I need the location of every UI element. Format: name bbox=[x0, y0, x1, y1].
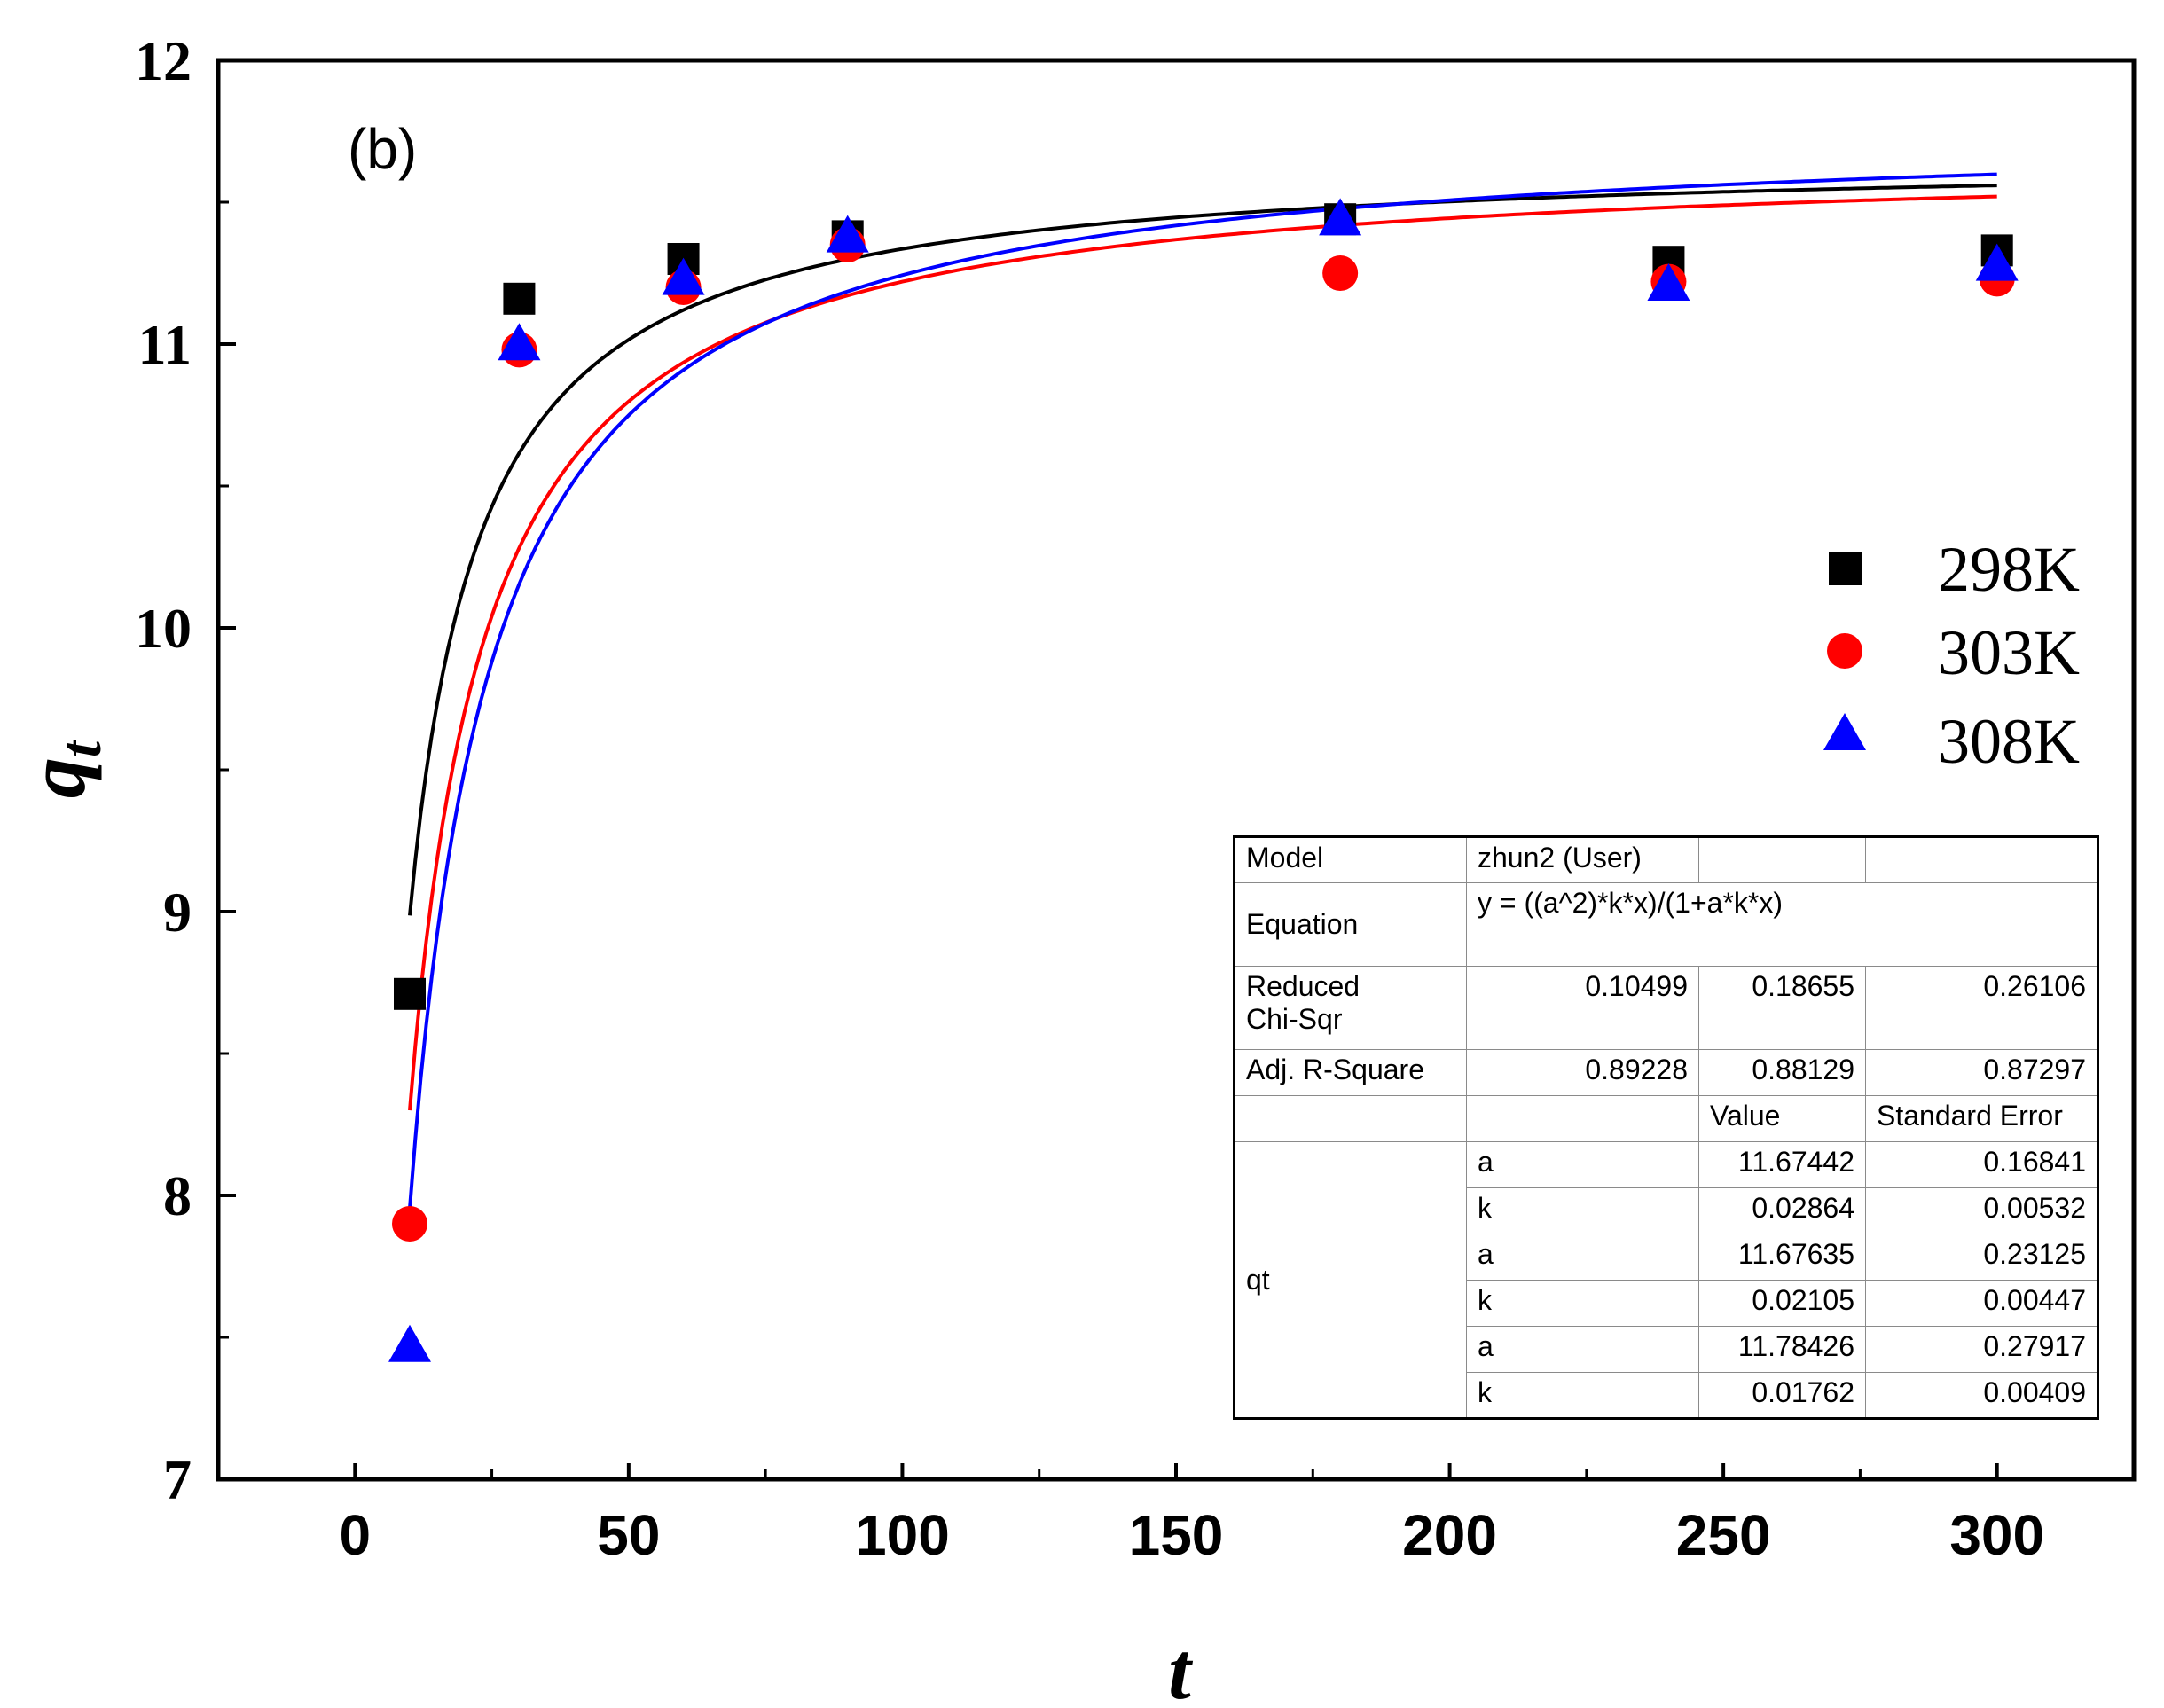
data-point-308K bbox=[1647, 263, 1690, 301]
value-header: Value bbox=[1698, 1095, 1866, 1142]
data-point-298K bbox=[394, 977, 426, 1010]
svg-text:qt: qt bbox=[12, 740, 114, 798]
param-error: 0.00447 bbox=[1865, 1280, 2098, 1327]
y-tick-label: 12 bbox=[135, 29, 192, 92]
chisq-label: Reduced Chi-Sqr bbox=[1234, 966, 1467, 1050]
param-value: 11.67442 bbox=[1698, 1141, 1866, 1188]
chisq-label-line1: Reduced bbox=[1246, 970, 1360, 1002]
data-point-298K bbox=[503, 282, 536, 315]
param-value: 0.01762 bbox=[1698, 1372, 1866, 1419]
data-point-308K bbox=[662, 257, 705, 295]
model-label: Model bbox=[1234, 836, 1467, 883]
y-tick-label: 8 bbox=[163, 1164, 192, 1227]
axis-ticks: 0 50 100 150 200 250 300 7 8 9 10 11 12 bbox=[135, 29, 2044, 1567]
chisq-label-line2: Chi-Sqr bbox=[1246, 1003, 1343, 1035]
legend-label-303K: 303K bbox=[1938, 617, 2080, 688]
y-axis-label-sub: t bbox=[49, 740, 114, 757]
chisq-value: 0.18655 bbox=[1698, 966, 1866, 1050]
y-axis-label: qt bbox=[12, 740, 114, 798]
param-value: 0.02105 bbox=[1698, 1280, 1866, 1327]
fit-results-table: Model zhun2 (User) Equation y = ((a^2)*k… bbox=[1233, 835, 2099, 1420]
param-error: 0.16841 bbox=[1865, 1141, 2098, 1188]
data-point-308K bbox=[498, 323, 541, 361]
fit-curves bbox=[408, 172, 1997, 1209]
param-error: 0.00409 bbox=[1865, 1372, 2098, 1419]
param-value: 0.02864 bbox=[1698, 1187, 1866, 1234]
x-axis-label: t bbox=[1168, 1626, 1193, 1708]
param-name: k bbox=[1466, 1280, 1699, 1327]
legend-label-308K: 308K bbox=[1938, 706, 2080, 777]
data-point-308K bbox=[826, 215, 869, 253]
y-tick-label: 9 bbox=[163, 881, 192, 944]
param-group-label: qt bbox=[1234, 1141, 1467, 1419]
y-tick-label: 7 bbox=[163, 1448, 192, 1511]
r2-value: 0.87297 bbox=[1865, 1049, 2098, 1096]
param-name: a bbox=[1466, 1141, 1699, 1188]
r2-label: Adj. R-Square bbox=[1234, 1049, 1467, 1096]
param-error: 0.27917 bbox=[1865, 1326, 2098, 1373]
equation-value: y = ((a^2)*k*x)/(1+a*k*x) bbox=[1466, 882, 2098, 967]
x-tick-label: 0 bbox=[339, 1503, 371, 1567]
x-tick-label: 200 bbox=[1402, 1503, 1497, 1567]
r2-value: 0.88129 bbox=[1698, 1049, 1866, 1096]
model-value: zhun2 (User) bbox=[1466, 836, 1699, 883]
param-value: 11.67635 bbox=[1698, 1234, 1866, 1281]
x-tick-label: 300 bbox=[1949, 1503, 2044, 1567]
chisq-value: 0.26106 bbox=[1865, 966, 2098, 1050]
y-tick-label: 10 bbox=[135, 597, 192, 660]
y-tick-label: 11 bbox=[138, 313, 192, 376]
param-name: a bbox=[1466, 1234, 1699, 1281]
r2-value: 0.89228 bbox=[1466, 1049, 1699, 1096]
data-point-303K bbox=[392, 1206, 427, 1242]
param-error: 0.23125 bbox=[1865, 1234, 2098, 1281]
legend-marker-303K bbox=[1827, 633, 1862, 669]
data-point-308K bbox=[388, 1324, 431, 1362]
data-point-308K bbox=[1319, 198, 1362, 236]
data-markers bbox=[388, 198, 2019, 1362]
legend-marker-298K bbox=[1829, 552, 1862, 585]
x-tick-label: 50 bbox=[597, 1503, 660, 1567]
data-point-308K bbox=[1975, 243, 2019, 281]
x-tick-label: 100 bbox=[855, 1503, 950, 1567]
error-header: Standard Error bbox=[1865, 1095, 2098, 1142]
param-value: 11.78426 bbox=[1698, 1326, 1866, 1373]
fit-curve-298K bbox=[408, 184, 1997, 916]
param-error: 0.00532 bbox=[1865, 1187, 2098, 1234]
legend: 298K 303K 308K bbox=[1823, 534, 2080, 777]
param-name: a bbox=[1466, 1326, 1699, 1373]
panel-label: (b) bbox=[348, 117, 417, 181]
legend-marker-308K bbox=[1823, 713, 1866, 750]
x-tick-label: 250 bbox=[1676, 1503, 1771, 1567]
y-axis-label-main: q bbox=[12, 757, 102, 798]
fit-curve-308K bbox=[408, 172, 1997, 1209]
data-point-303K bbox=[1322, 255, 1359, 291]
equation-label: Equation bbox=[1234, 882, 1467, 967]
legend-label-298K: 298K bbox=[1938, 534, 2080, 605]
param-name: k bbox=[1466, 1187, 1699, 1234]
fit-curve-303K bbox=[408, 194, 1997, 1111]
param-name: k bbox=[1466, 1372, 1699, 1419]
x-tick-label: 150 bbox=[1129, 1503, 1224, 1567]
chisq-value: 0.10499 bbox=[1466, 966, 1699, 1050]
